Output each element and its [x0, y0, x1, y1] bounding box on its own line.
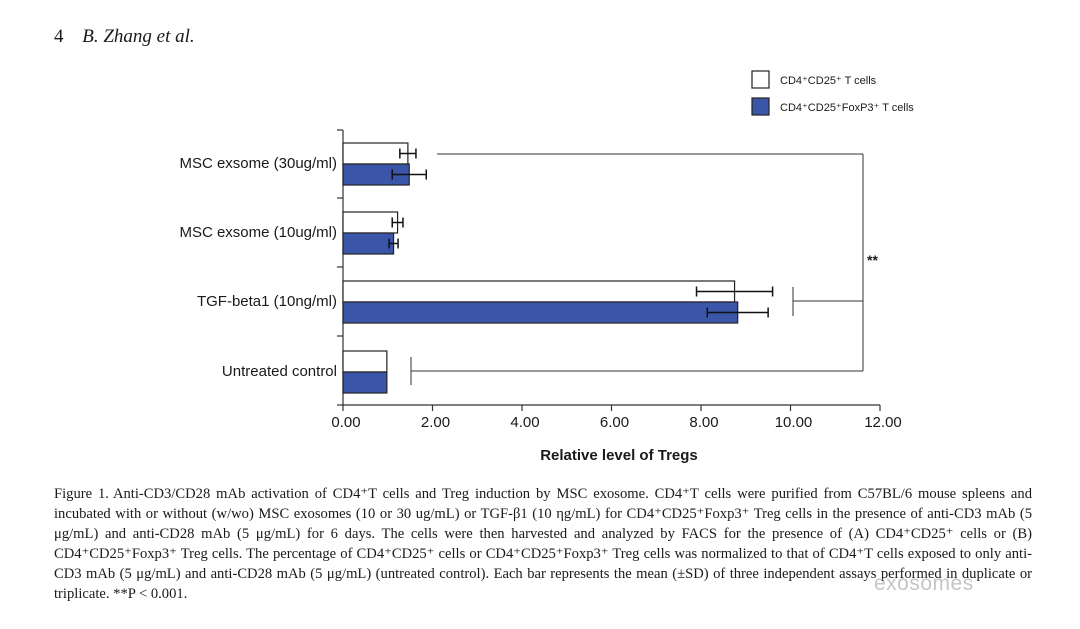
legend-label-foxp3: CD4⁺CD25⁺FoxP3⁺ T cells — [780, 102, 914, 114]
bar-cd25 — [342, 280, 736, 303]
axes — [342, 130, 880, 406]
legend: CD4⁺CD25⁺ T cells CD4⁺CD25⁺FoxP3⁺ T cell… — [751, 70, 914, 116]
caption-lead: Figure 1. — [54, 486, 109, 502]
running-authors: B. Zhang et al. — [82, 26, 195, 47]
category-label: Untreated control — [222, 363, 337, 380]
legend-swatch-foxp3 — [751, 97, 770, 116]
category-label: MSC exsome (10ug/ml) — [179, 224, 337, 241]
watermark: exosomes — [874, 572, 974, 595]
x-axis-title: Relative level of Tregs — [540, 447, 698, 464]
legend-label-cd25: CD4⁺CD25⁺ T cells — [780, 75, 877, 87]
x-tick-label: 4.00 — [510, 414, 539, 431]
x-tick-label: 2.00 — [421, 414, 450, 431]
bar-cd25 — [342, 211, 399, 234]
category-label: MSC exsome (30ug/ml) — [179, 155, 337, 172]
x-tick-label: 12.00 — [864, 414, 902, 431]
bar-cd25 — [342, 350, 388, 373]
bar-foxp3 — [342, 232, 395, 255]
error-bars — [388, 148, 774, 318]
x-tick-label: 10.00 — [775, 414, 813, 431]
legend-swatch-cd25 — [751, 70, 770, 89]
significance-bracket: ** — [410, 153, 878, 385]
bar-chart: 0.00 2.00 4.00 6.00 8.00 10.00 12.00 MSC exsom… — [179, 70, 914, 464]
page-number: 4 — [54, 26, 64, 47]
caption-text: Anti-CD3/CD28 mAb activation of CD4⁺T ce… — [54, 486, 1033, 602]
bar-cd25 — [342, 142, 409, 165]
x-tick-label: 6.00 — [600, 414, 629, 431]
category-labels: MSC exsome (30ug/ml) MSC exsome (10ug/ml)… — [179, 155, 337, 380]
significance-label: ** — [867, 252, 878, 268]
page-header: 4 B. Zhang et al. — [54, 26, 195, 48]
figure-caption: Figure 1. Anti-CD3/CD28 mAb activation of… — [54, 484, 1032, 604]
x-tick-label: 0.00 — [331, 414, 360, 431]
bar-foxp3 — [342, 371, 388, 394]
x-ticks: 0.00 2.00 4.00 6.00 8.00 10.00 12.00 — [331, 129, 902, 431]
x-tick-label: 8.00 — [689, 414, 718, 431]
category-label: TGF-beta1 (10ng/ml) — [197, 293, 337, 310]
bar-foxp3 — [342, 301, 739, 324]
bars — [342, 142, 739, 394]
